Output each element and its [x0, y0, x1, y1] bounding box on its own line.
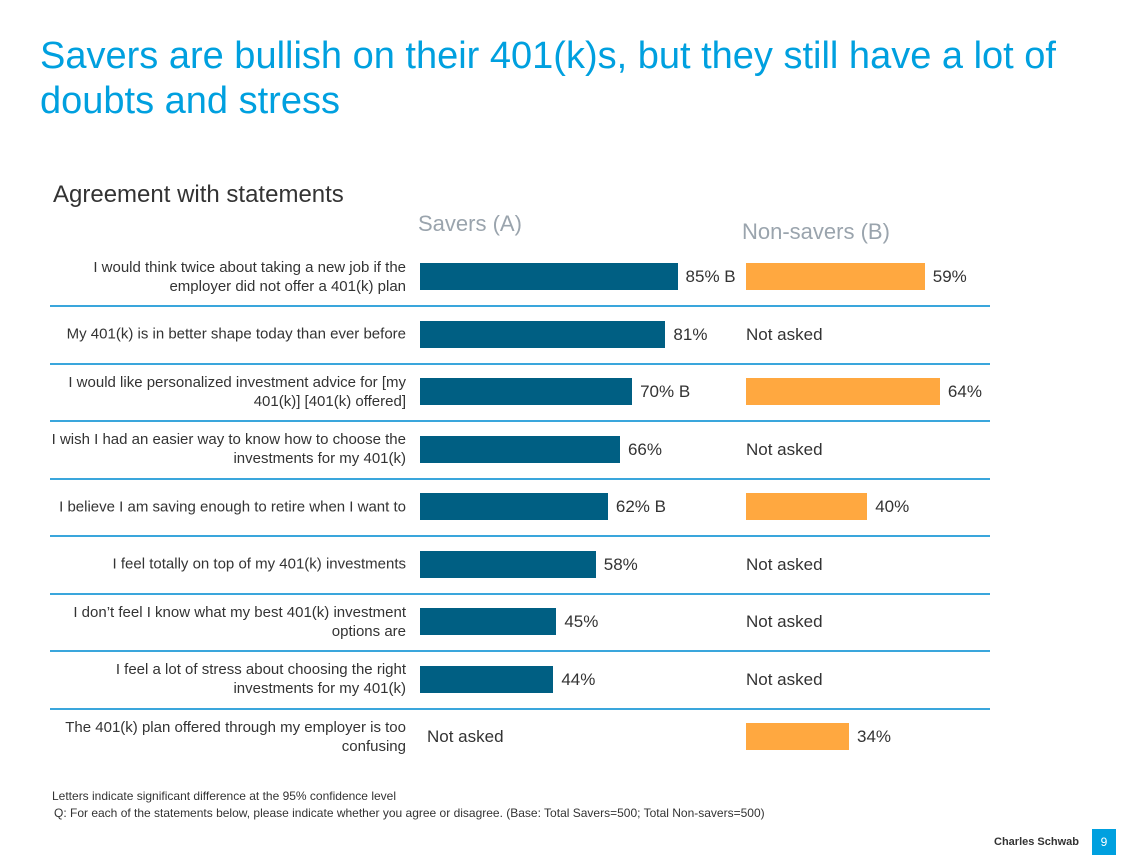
savers-bar	[420, 550, 596, 578]
chart-row: The 401(k) plan offered through my emplo…	[0, 708, 1000, 765]
row-divider	[50, 362, 990, 365]
savers-bar	[420, 263, 678, 290]
brand-logo-text: Charles Schwab	[994, 836, 1079, 848]
data-label: 64%	[947, 382, 982, 401]
row-divider	[50, 592, 990, 595]
chart-row: I would like personalized investment adv…	[0, 363, 1000, 420]
row-divider	[50, 650, 990, 652]
slide-title: Savers are bullish on their 401(k)s, but…	[40, 35, 1056, 122]
chart-row: I believe I am saving enough to retire w…	[0, 478, 1000, 535]
not-asked-label: Not asked	[427, 727, 504, 746]
data-label: 45%	[564, 612, 599, 631]
savers-bar	[420, 378, 633, 405]
chart-row: I don’t feel I know what my best 401(k) …	[0, 593, 1000, 650]
not-asked-label: Not asked	[746, 324, 823, 344]
non-savers-bar	[746, 723, 850, 750]
not-asked-label: Not asked	[746, 612, 823, 631]
chart-row: I feel a lot of stress about choosing th…	[0, 651, 1000, 708]
category-label: I feel totally on top of my 401(k) inves…	[112, 555, 406, 573]
data-label: 66%	[627, 439, 662, 459]
savers-bar	[420, 435, 620, 463]
data-label: 81%	[673, 324, 708, 344]
chart-row: I would think twice about taking a new j…	[0, 248, 1000, 305]
chart-row: My 401(k) is in better shape today than …	[0, 306, 1000, 363]
savers-header: Savers (A)	[418, 211, 522, 236]
data-label: 59%	[932, 267, 967, 286]
non-savers-bar	[746, 493, 868, 520]
category-label: I would like personalized investment adv…	[68, 373, 406, 410]
savers-bar	[420, 608, 557, 635]
category-label: I feel a lot of stress about choosing th…	[115, 661, 406, 697]
chart-row: I feel totally on top of my 401(k) inves…	[0, 536, 1000, 593]
category-label: My 401(k) is in better shape today than …	[66, 325, 406, 343]
category-label: I don’t feel I know what my best 401(k) …	[73, 603, 406, 640]
data-label: 44%	[561, 669, 596, 689]
savers-bar	[420, 493, 608, 520]
savers-bar	[420, 320, 666, 348]
data-label: 40%	[875, 497, 910, 516]
not-asked-label: Not asked	[746, 439, 823, 459]
not-asked-label: Not asked	[746, 669, 823, 689]
chart-row: I wish I had an easier way to know how t…	[0, 421, 1000, 478]
row-divider	[50, 535, 990, 537]
data-label: 85% B	[685, 267, 736, 286]
category-label: The 401(k) plan offered through my emplo…	[65, 718, 406, 755]
category-label: I would think twice about taking a new j…	[93, 258, 406, 295]
row-divider	[50, 305, 990, 307]
not-asked-label: Not asked	[746, 554, 823, 574]
footnote-question: Q: For each of the statements below, ple…	[54, 806, 765, 820]
non-savers-header: Non-savers (B)	[742, 219, 890, 244]
category-label: I believe I am saving enough to retire w…	[59, 498, 406, 515]
page-number: 9	[1092, 829, 1116, 855]
non-savers-bar	[746, 378, 940, 405]
data-label: 70% B	[640, 382, 691, 401]
data-label: 62% B	[615, 497, 666, 516]
row-divider	[50, 707, 990, 710]
non-savers-bar	[746, 263, 925, 290]
row-divider	[50, 420, 990, 422]
category-label: I wish I had an easier way to know how t…	[51, 431, 406, 467]
data-label: 34%	[857, 727, 892, 746]
footnote-significance: Letters indicate significant difference …	[52, 789, 396, 803]
chart-title: Agreement with statements	[53, 181, 344, 208]
savers-bar	[420, 665, 554, 693]
row-divider	[50, 477, 990, 480]
data-label: 58%	[603, 554, 638, 574]
